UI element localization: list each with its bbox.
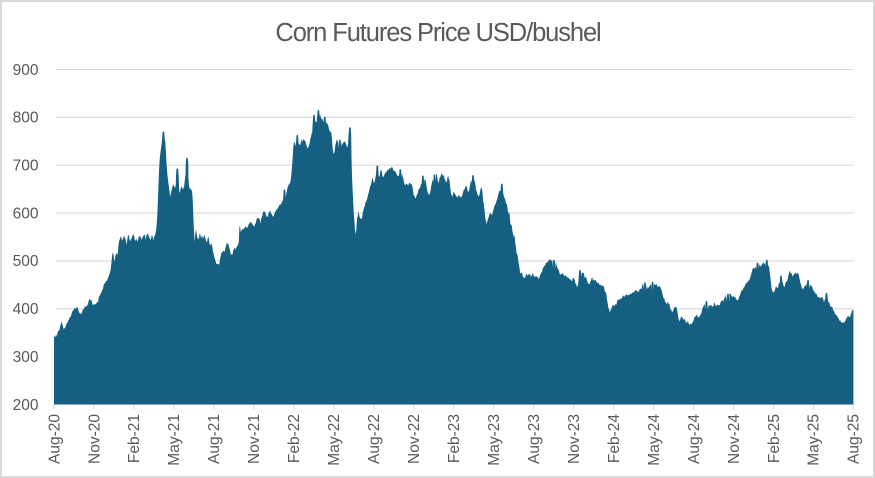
svg-text:Aug-20: Aug-20 [46,414,63,464]
svg-text:Aug-21: Aug-21 [206,414,223,464]
svg-text:700: 700 [13,158,39,175]
svg-text:May-22: May-22 [326,414,343,466]
svg-text:400: 400 [13,301,39,318]
svg-text:Nov-21: Nov-21 [246,414,263,464]
svg-text:600: 600 [13,205,39,222]
svg-text:Nov-24: Nov-24 [726,414,743,464]
svg-text:500: 500 [13,253,39,270]
svg-text:Corn Futures Price USD/bushel: Corn Futures Price USD/bushel [275,19,600,47]
svg-text:Feb-24: Feb-24 [606,414,623,463]
svg-text:May-21: May-21 [166,414,183,466]
svg-text:Nov-20: Nov-20 [86,414,103,464]
svg-text:200: 200 [13,397,39,414]
svg-text:May-23: May-23 [486,414,503,466]
svg-text:Aug-24: Aug-24 [686,414,703,464]
svg-text:Aug-22: Aug-22 [366,414,383,464]
svg-text:Aug-23: Aug-23 [526,414,543,464]
svg-text:Aug-25: Aug-25 [846,414,863,464]
svg-text:May-24: May-24 [646,414,663,466]
svg-text:Nov-22: Nov-22 [406,414,423,464]
svg-text:800: 800 [13,110,39,127]
svg-text:Nov-23: Nov-23 [566,414,583,464]
svg-text:Feb-23: Feb-23 [446,414,463,463]
svg-text:300: 300 [13,349,39,366]
svg-text:Feb-21: Feb-21 [126,414,143,463]
svg-text:900: 900 [13,62,39,79]
svg-text:Feb-22: Feb-22 [286,414,303,463]
svg-text:Feb-25: Feb-25 [766,414,783,463]
svg-text:May-25: May-25 [806,414,823,466]
